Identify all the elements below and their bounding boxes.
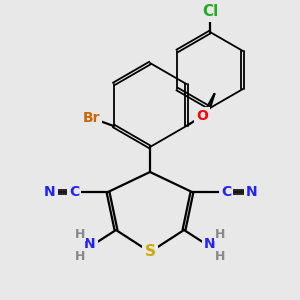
Text: N: N xyxy=(84,237,96,251)
Text: H: H xyxy=(75,250,85,262)
Text: Br: Br xyxy=(83,111,101,125)
Text: N: N xyxy=(44,185,56,199)
Text: C: C xyxy=(69,185,79,199)
Text: H: H xyxy=(215,227,225,241)
Text: O: O xyxy=(196,109,208,123)
Text: N: N xyxy=(246,185,258,199)
Text: H: H xyxy=(215,250,225,262)
Text: N: N xyxy=(204,237,216,251)
Text: H: H xyxy=(75,227,85,241)
Text: C: C xyxy=(221,185,231,199)
Text: S: S xyxy=(145,244,155,260)
Text: Cl: Cl xyxy=(202,4,218,20)
